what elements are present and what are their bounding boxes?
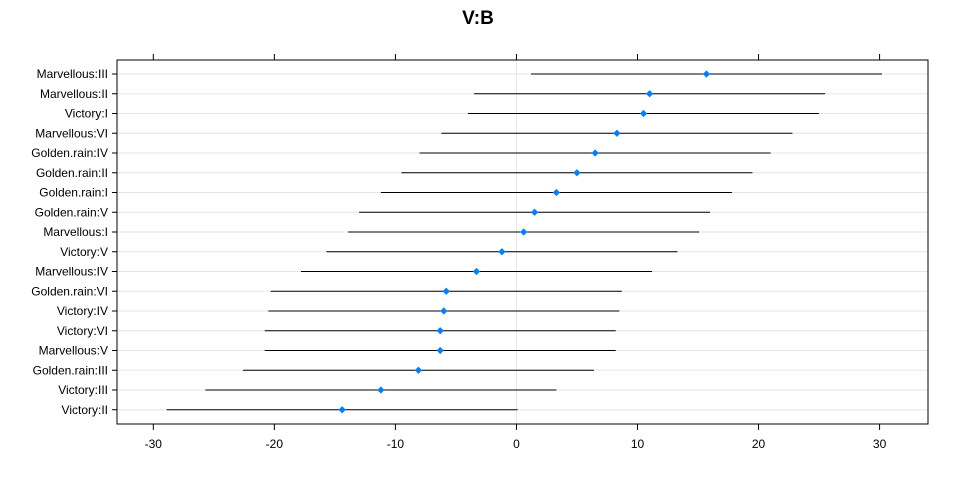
estimate-point (338, 406, 346, 414)
grid-layer (117, 73, 928, 411)
estimate-point (613, 129, 621, 137)
category-label: Marvellous:V (39, 344, 108, 358)
estimate-point (520, 228, 528, 236)
category-label: Golden.rain:V (35, 205, 108, 219)
category-label: Marvellous:IV (35, 265, 108, 279)
estimate-point (436, 346, 444, 355)
category-label: Golden.rain:III (33, 363, 108, 377)
category-label: Victory:II (62, 403, 108, 417)
category-label: Victory:IV (57, 304, 108, 318)
category-label: Marvellous:VI (35, 126, 108, 140)
category-label: Golden.rain:II (36, 166, 108, 180)
estimate-point (552, 188, 561, 197)
estimate-point (645, 90, 654, 98)
category-label: Marvellous:I (43, 225, 108, 239)
category-label: Victory:III (58, 383, 108, 397)
category-label: Golden.rain:IV (31, 146, 108, 160)
x-tick-labels: -30 -20 -10 0 10 20 30 (145, 437, 887, 451)
estimate-point (436, 327, 444, 335)
x-tick-label: -30 (145, 437, 163, 451)
estimate-point (377, 386, 385, 394)
category-label: Victory:V (60, 245, 108, 259)
estimate-point (440, 307, 448, 315)
plot-frame (116, 59, 929, 425)
category-label: Victory:I (65, 107, 108, 121)
x-tick-label: 0 (513, 437, 520, 451)
tick-layer (112, 54, 881, 430)
estimate-point (414, 366, 423, 374)
x-tick-label: -20 (266, 437, 284, 451)
estimate-point (530, 208, 539, 216)
category-labels: Marvellous:III Marvellous:II Victory:I Marv… (31, 67, 108, 417)
x-tick-label: 20 (752, 437, 766, 451)
point-layer (338, 70, 711, 414)
estimate-point (472, 267, 481, 276)
estimate-point (591, 149, 599, 157)
estimate-point (702, 70, 711, 78)
category-label: Marvellous:III (37, 67, 108, 81)
category-label: Golden.rain:I (39, 186, 108, 200)
estimate-point (442, 287, 450, 295)
estimate-point (573, 169, 581, 177)
interval-layer (166, 73, 883, 411)
x-tick-label: 10 (631, 437, 645, 451)
category-label: Golden.rain:VI (31, 284, 108, 298)
chart-title: V:B (462, 8, 494, 29)
estimate-point (639, 109, 648, 118)
category-label: Marvellous:II (40, 87, 108, 101)
category-label: Victory:VI (57, 324, 108, 338)
x-tick-label: -10 (387, 437, 405, 451)
x-tick-label: 30 (873, 437, 887, 451)
estimate-point (498, 248, 506, 256)
